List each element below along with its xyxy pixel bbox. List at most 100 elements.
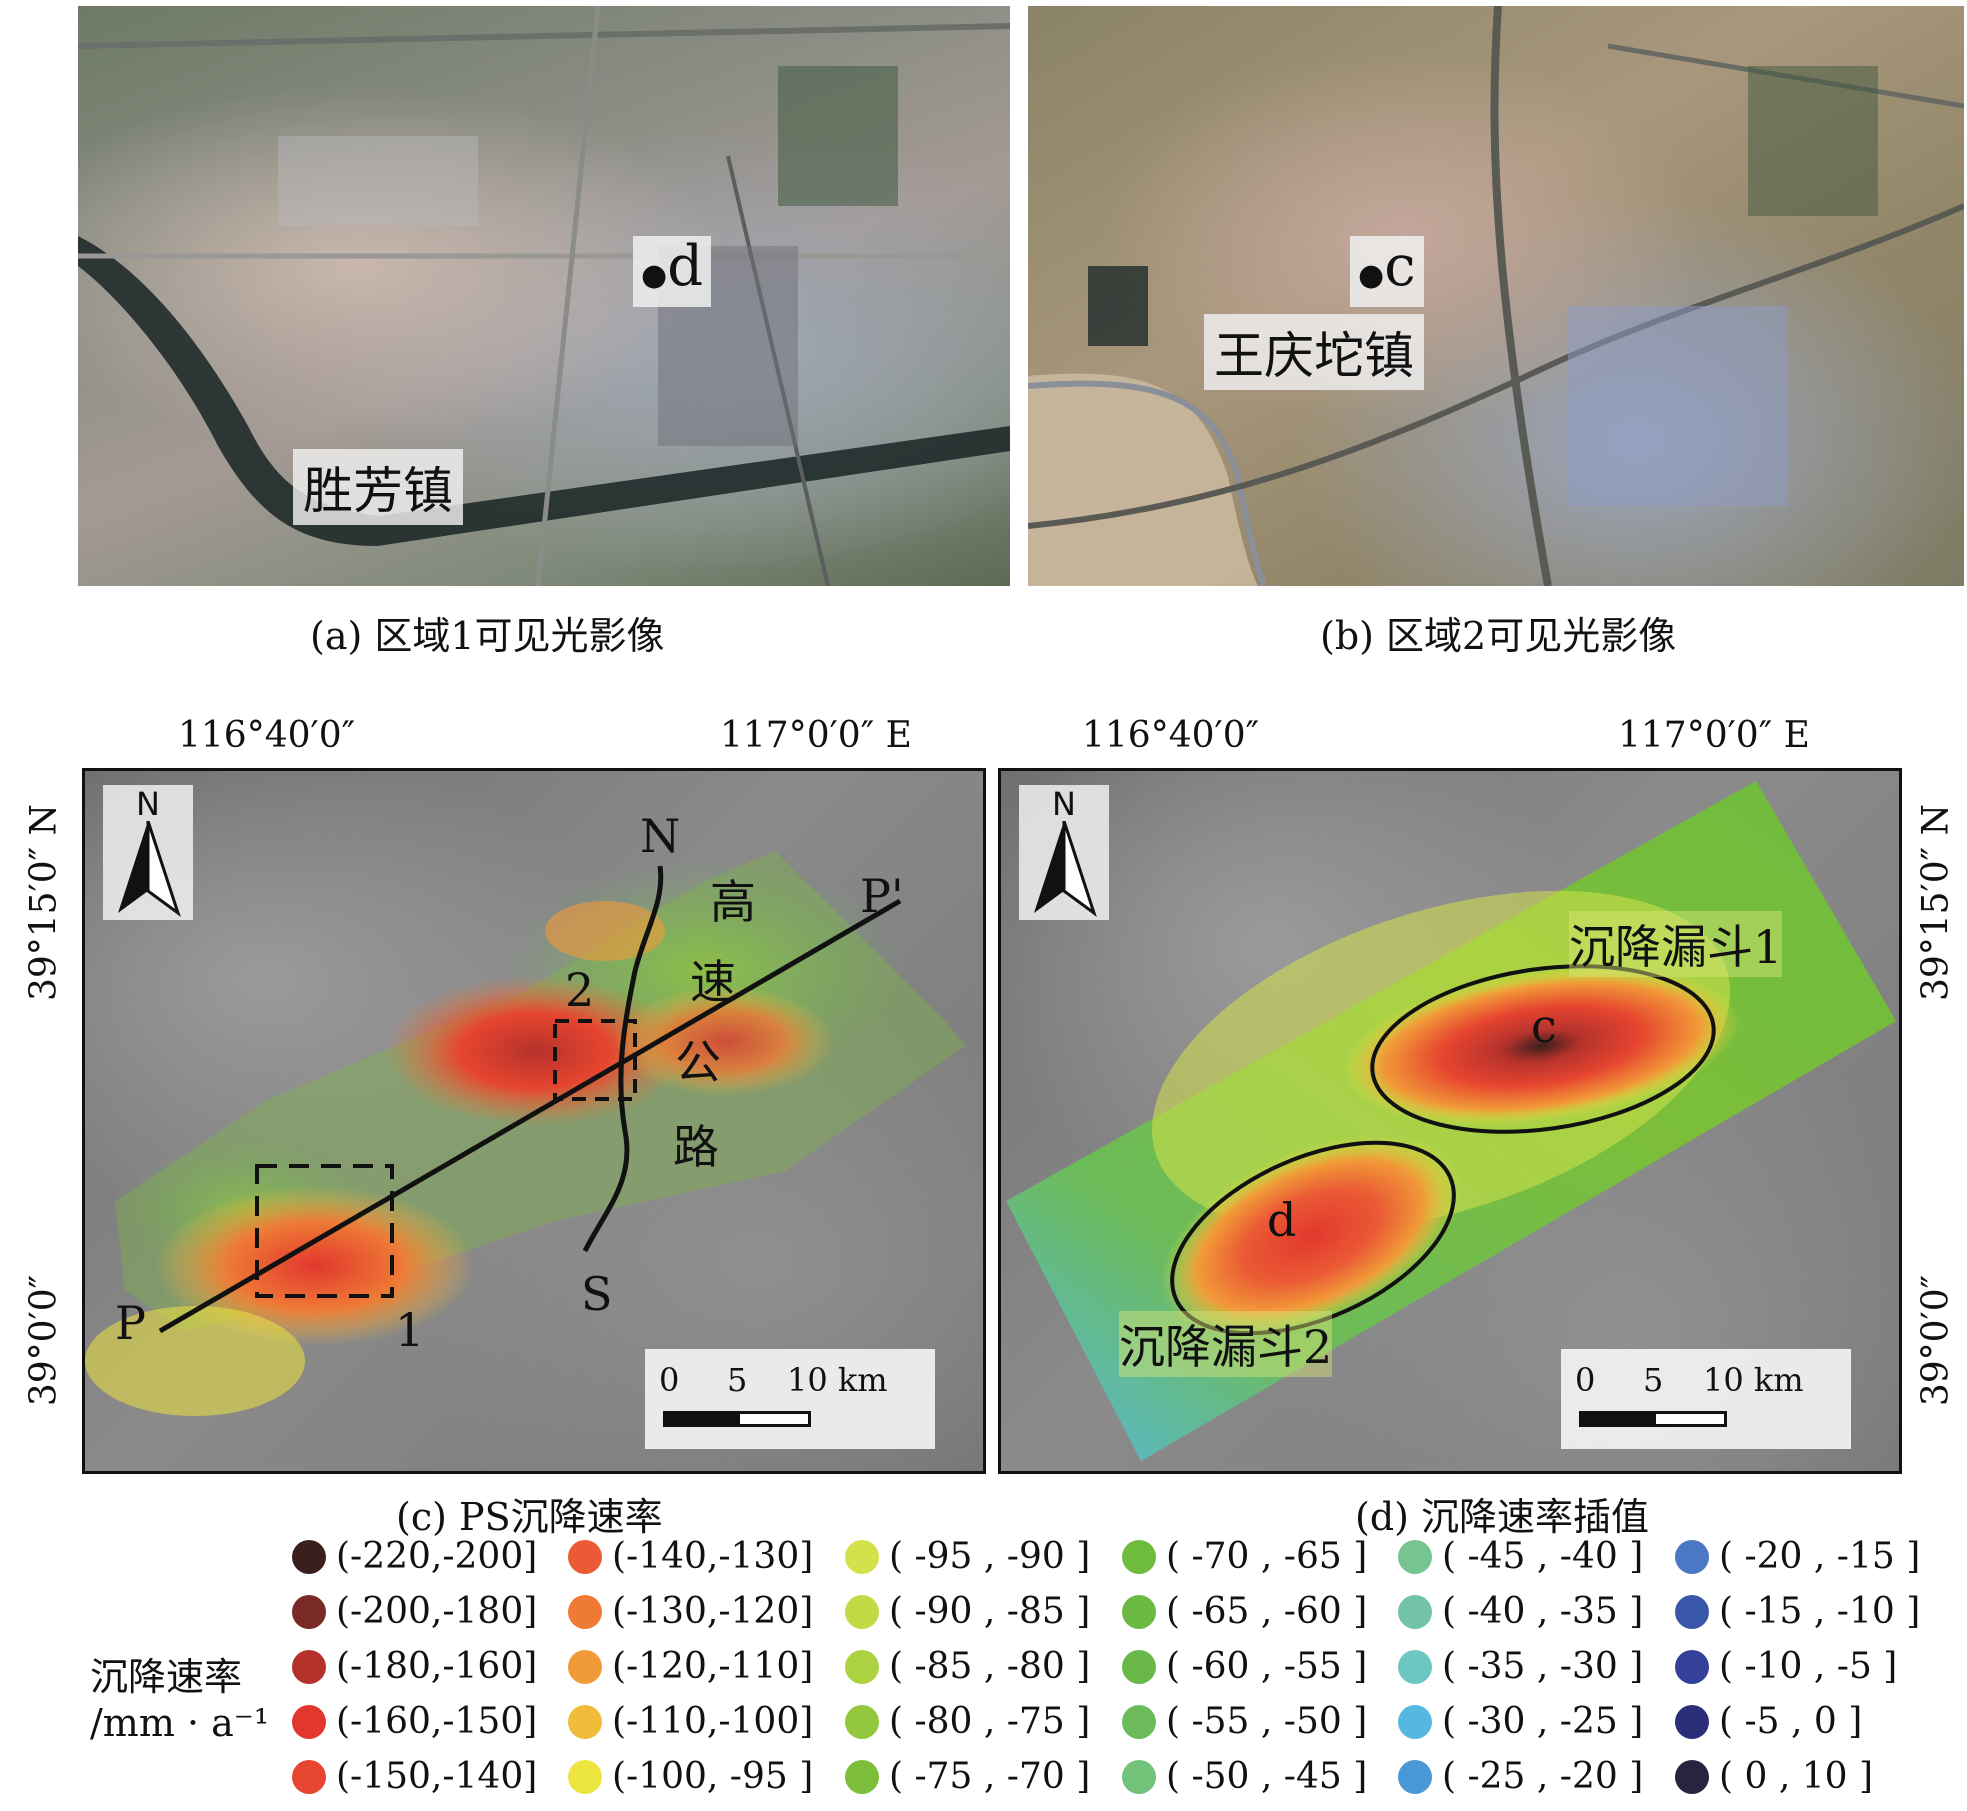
- north-label-d: N: [1052, 785, 1076, 823]
- legend-label: ( 0 , 10 ]: [1719, 1756, 1874, 1797]
- legend-label: ( -25 , -20 ]: [1442, 1756, 1644, 1797]
- legend-item: ( -5 , 0 ]: [1675, 1701, 1862, 1742]
- legend-swatch: [292, 1539, 326, 1574]
- caption-d: (d) 沉降速率插值: [1355, 1495, 1650, 1539]
- legend-item: ( -65 , -60 ]: [1122, 1591, 1367, 1632]
- lat-label-2-right: 39°0′0″: [1915, 1274, 1957, 1407]
- legend-swatch: [1398, 1649, 1432, 1684]
- scale-tick-10: 10 km: [787, 1361, 888, 1399]
- legend-label: (-180,-160]: [336, 1646, 538, 1687]
- legend-label: ( -10 , -5 ]: [1719, 1646, 1898, 1687]
- legend-item: ( 0 , 10 ]: [1675, 1756, 1873, 1797]
- legend-item: ( -80 , -75 ]: [845, 1701, 1090, 1742]
- legend-item: (-220,-200]: [292, 1536, 537, 1577]
- legend-item: ( -30 , -25 ]: [1398, 1701, 1643, 1742]
- legend-item: ( -75 , -70 ]: [845, 1756, 1090, 1797]
- legend-label: (-150,-140]: [336, 1756, 538, 1797]
- legend-item: (-110,-100]: [568, 1701, 813, 1742]
- legend-swatch: [1675, 1539, 1709, 1574]
- legend-label: ( -60 , -55 ]: [1166, 1646, 1368, 1687]
- legend-swatch: [568, 1594, 602, 1629]
- legend-label: (-200,-180]: [336, 1591, 538, 1632]
- legend-item: (-100, -95 ]: [568, 1756, 813, 1797]
- point-d-label: d: [1267, 1193, 1297, 1247]
- ps-points-layer: [85, 851, 965, 1416]
- region1-features: [78, 6, 1010, 586]
- legend-item: (-130,-120]: [568, 1591, 813, 1632]
- legend-swatch: [1122, 1649, 1156, 1684]
- legend-label: ( -55 , -50 ]: [1166, 1701, 1368, 1742]
- lat-label-2-left: 39°0′0″: [23, 1274, 65, 1407]
- highway-char-1: 高: [710, 875, 756, 929]
- legend-label: ( -90 , -85 ]: [889, 1591, 1091, 1632]
- legend-label: ( -75 , -70 ]: [889, 1756, 1091, 1797]
- legend-swatch: [568, 1539, 602, 1574]
- highway-label-s: S: [581, 1267, 613, 1321]
- north-label-c: N: [136, 785, 160, 823]
- profile-label-p: P: [115, 1296, 146, 1350]
- highway-char-4: 路: [673, 1120, 719, 1174]
- legend-label: ( -50 , -45 ]: [1166, 1756, 1368, 1797]
- legend-swatch: [568, 1649, 602, 1684]
- caption-b: (b) 区域2可见光影像: [1320, 614, 1677, 658]
- lon-label-2-left: 117°0′0″ E: [720, 715, 912, 756]
- legend-label: ( -35 , -30 ]: [1442, 1646, 1644, 1687]
- legend-label: ( -85 , -80 ]: [889, 1646, 1091, 1687]
- legend-item: ( -50 , -45 ]: [1122, 1756, 1367, 1797]
- caption-a: (a) 区域1可见光影像: [310, 614, 665, 658]
- north-arrow-icon: [118, 821, 181, 917]
- legend-swatch: [1398, 1539, 1432, 1574]
- legend-label: ( -20 , -15 ]: [1719, 1536, 1921, 1577]
- legend-label: (-220,-200]: [336, 1536, 538, 1577]
- satellite-image-region1: ●d 胜芳镇: [78, 6, 1010, 586]
- legend-item: ( -70 , -65 ]: [1122, 1536, 1367, 1577]
- legend-item: ( -20 , -15 ]: [1675, 1536, 1920, 1577]
- box-label-2: 2: [565, 963, 595, 1017]
- legend-label: (-110,-100]: [612, 1701, 814, 1742]
- legend-swatch: [845, 1759, 879, 1794]
- legend-label: ( -5 , 0 ]: [1719, 1701, 1863, 1742]
- legend-item: (-150,-140]: [292, 1756, 537, 1797]
- legend-swatch: [1398, 1594, 1432, 1629]
- scale-tick-10: 10 km: [1703, 1361, 1804, 1399]
- legend-title-line2: /mm · a⁻¹: [90, 1701, 270, 1745]
- legend-label: (-100, -95 ]: [612, 1756, 814, 1797]
- point-label-d: ●d: [633, 236, 712, 307]
- legend-label: ( -65 , -60 ]: [1166, 1591, 1368, 1632]
- legend-item: (-160,-150]: [292, 1701, 537, 1742]
- legend-item: ( -90 , -85 ]: [845, 1591, 1090, 1632]
- map-interpolated-subsidence: N 沉降漏斗1 沉降漏斗2 c d 0 5 10 km: [998, 768, 1902, 1474]
- point-label-c: ●c: [1350, 236, 1424, 307]
- box-label-1: 1: [395, 1303, 425, 1357]
- scale-tick-0: 0: [1575, 1361, 1596, 1399]
- point-c-label: c: [1531, 999, 1557, 1053]
- lon-label-1-right: 116°40′0″: [1082, 715, 1260, 756]
- legend-swatch: [845, 1539, 879, 1574]
- legend-label: ( -70 , -65 ]: [1166, 1536, 1368, 1577]
- map-ps-subsidence: N N 高 速 公 路 S P P' 1 2 0 5 10 km: [82, 768, 986, 1474]
- profile-label-p-prime: P': [860, 869, 904, 923]
- place-label-shengfang: 胜芳镇: [293, 449, 463, 525]
- highway-label-n: N: [640, 809, 681, 863]
- lon-label-1-left: 116°40′0″: [178, 715, 356, 756]
- legend-label: ( -45 , -40 ]: [1442, 1536, 1644, 1577]
- legend-swatch: [845, 1649, 879, 1684]
- scale-tick-5: 5: [727, 1361, 748, 1399]
- funnel-label-1: 沉降漏斗1: [1569, 911, 1783, 977]
- satellite-image-region2: ●c 王庆坨镇: [1028, 6, 1964, 586]
- legend-item: ( -95 , -90 ]: [845, 1536, 1090, 1577]
- legend-label: (-120,-110]: [612, 1646, 814, 1687]
- legend-label: (-160,-150]: [336, 1701, 538, 1742]
- legend-item: (-120,-110]: [568, 1646, 813, 1687]
- scale-bar-d: 0 5 10 km: [1561, 1349, 1851, 1449]
- legend-swatch: [568, 1704, 602, 1739]
- scale-tick-0: 0: [659, 1361, 680, 1399]
- legend-item: ( -15 , -10 ]: [1675, 1591, 1920, 1632]
- legend-item: ( -60 , -55 ]: [1122, 1646, 1367, 1687]
- caption-c: (c) PS沉降速率: [396, 1495, 663, 1539]
- legend-swatch: [845, 1704, 879, 1739]
- highway-char-2: 速: [690, 955, 736, 1009]
- legend-item: ( -40 , -35 ]: [1398, 1591, 1643, 1632]
- legend-swatch: [1122, 1704, 1156, 1739]
- legend-item: (-140,-130]: [568, 1536, 813, 1577]
